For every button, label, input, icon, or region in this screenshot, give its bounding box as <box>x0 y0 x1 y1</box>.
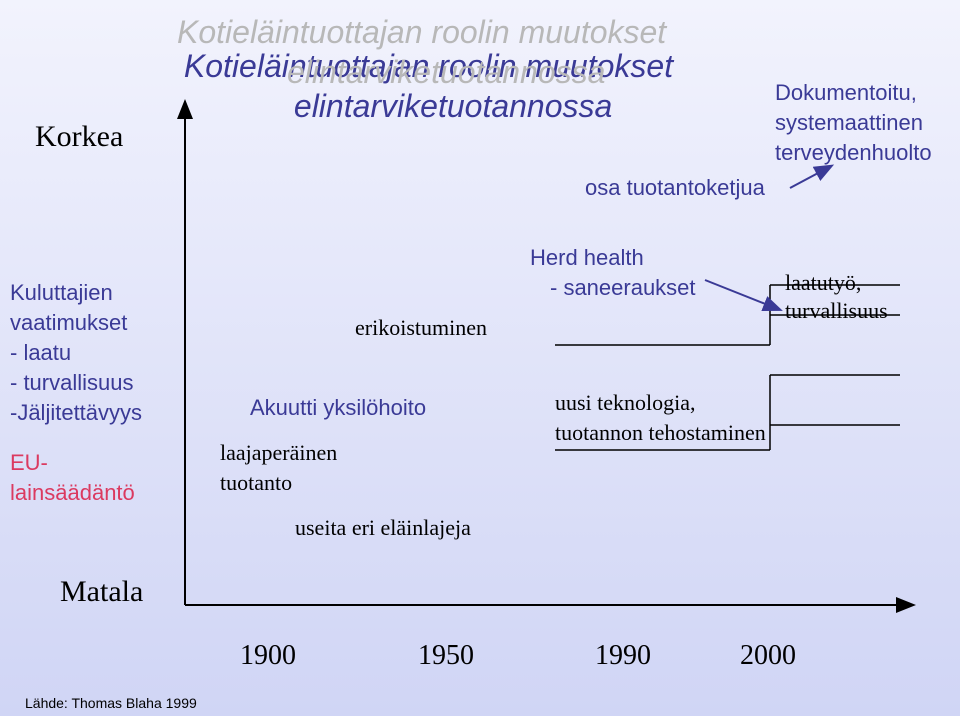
y-axis-bottom-label: Matala <box>60 575 143 609</box>
x-tick-label: 1900 <box>240 640 296 672</box>
x-tick-label: 1950 <box>418 640 474 672</box>
diagram-label: Akuutti yksilöhoito <box>250 395 426 421</box>
diagram-label: - saneeraukset <box>550 275 696 301</box>
diagram-label: Herd health <box>530 245 644 271</box>
text-line: vaatimukset <box>10 310 127 336</box>
text-line: Dokumentoitu, <box>775 80 917 106</box>
diagram-label: erikoistuminen <box>355 315 487 341</box>
text-line: laatutyö, <box>785 270 861 296</box>
text-line: terveydenhuolto <box>775 140 932 166</box>
text-line: EU- <box>10 450 48 476</box>
text-line: - turvallisuus <box>10 370 133 396</box>
diagram-label: useita eri eläinlajeja <box>295 515 471 541</box>
text-line: turvallisuus <box>785 298 888 324</box>
text-line: Kuluttajien <box>10 280 113 306</box>
diagram-label: uusi teknologia, <box>555 390 696 416</box>
source-citation: Lähde: Thomas Blaha 1999 <box>25 695 197 711</box>
diagram-label: tuotanto <box>220 470 292 496</box>
text-line: lainsäädäntö <box>10 480 135 506</box>
diagram-label: osa tuotantoketjua <box>585 175 765 201</box>
text-line: systemaattinen <box>775 110 923 136</box>
slide-title-line2: elintarviketuotannossa elintarviketuotan… <box>285 52 612 125</box>
text-line: - laatu <box>10 340 71 366</box>
x-tick-label: 2000 <box>740 640 796 672</box>
diagram-label: tuotannon tehostaminen <box>555 420 766 446</box>
x-tick-label: 1990 <box>595 640 651 672</box>
diagram-label: laajaperäinen <box>220 440 337 466</box>
text-line: -Jäljitettävyys <box>10 400 142 426</box>
y-axis-top-label: Korkea <box>35 120 123 154</box>
